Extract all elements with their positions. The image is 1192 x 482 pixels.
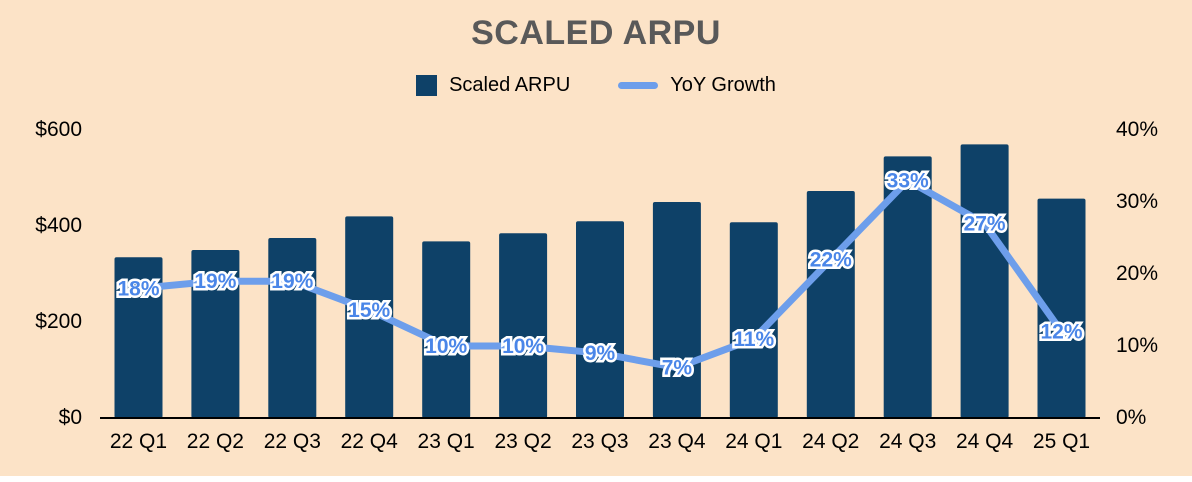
left-axis-tick: $0 [58,406,82,429]
line-data-label: 33% [887,169,929,192]
bar-24-q3 [883,156,932,418]
legend-label-scaled-arpu: Scaled ARPU [449,74,571,96]
right-axis-tick: 0% [1116,406,1147,429]
line-data-label: 19% [194,270,236,293]
line-data-label: 15% [348,299,390,322]
bar-22-q3 [268,238,317,418]
x-axis-label: 25 Q1 [1032,430,1091,453]
legend-label-yoy-growth: YoY Growth [670,74,776,96]
legend-bar-swatch-icon [416,75,438,96]
line-data-label: 11% [733,328,774,351]
line-data-label: 27% [964,213,1006,236]
x-axis-label: 23 Q2 [494,430,552,453]
bar-24-q1 [729,222,778,418]
bar-25-q1 [1037,198,1086,418]
bar-24-q2 [806,191,855,418]
bar-22-q4 [345,216,394,418]
left-axis-tick: $600 [35,118,82,141]
bar-23-q1 [422,241,471,418]
chart-title: SCALED ARPU [471,14,721,52]
x-axis-label: 22 Q2 [186,430,244,453]
x-axis-label: 23 Q1 [417,430,475,453]
legend-item-yoy-growth: YoY Growth [618,74,776,97]
left-axis-tick: $400 [35,214,82,237]
x-axis-label: 24 Q2 [802,430,860,453]
x-axis-label: 23 Q3 [571,430,629,453]
x-axis-label: 22 Q1 [109,430,168,453]
bar-23-q2 [499,233,548,418]
line-data-label: 18% [117,277,159,300]
line-data-label: 19% [271,270,313,293]
left-axis-tick: $200 [35,310,82,333]
chart-canvas: 18% 19% 19% 15% 10% 10% 9% 7% 11% 22% 33% 27% 12% [100,144,1100,419]
legend-line-swatch-icon [618,82,659,89]
bar-22-q2 [191,250,240,418]
line-data-label: 22% [810,249,852,272]
bar-24-q4 [960,144,1009,418]
line-data-label: 7% [662,357,693,380]
x-axis-label: 22 Q4 [340,430,398,453]
bar-23-q4 [652,202,701,418]
legend-item-scaled-arpu: Scaled ARPU [416,74,570,97]
x-axis-label: 24 Q4 [955,430,1014,453]
right-axis-tick: 30% [1116,190,1159,213]
x-axis-label: 24 Q1 [725,430,783,453]
right-axis-tick: 40% [1116,118,1159,141]
x-axis-label: 22 Q3 [263,430,321,453]
right-axis-tick: 10% [1116,334,1159,357]
x-axis-label: 24 Q3 [879,430,937,453]
right-axis-tick: 20% [1116,262,1159,285]
yoy-growth-line [135,176,1065,372]
line-data-label: 10% [425,335,467,358]
bar-22-q1 [114,257,163,418]
x-axis-label: 23 Q4 [648,430,706,453]
bar-23-q3 [576,221,624,418]
line-data-label: 12% [1040,321,1082,344]
chart-legend: Scaled ARPU YoY Growth [0,74,1192,97]
line-data-label: 10% [502,335,544,358]
line-data-label: 9% [585,342,616,365]
